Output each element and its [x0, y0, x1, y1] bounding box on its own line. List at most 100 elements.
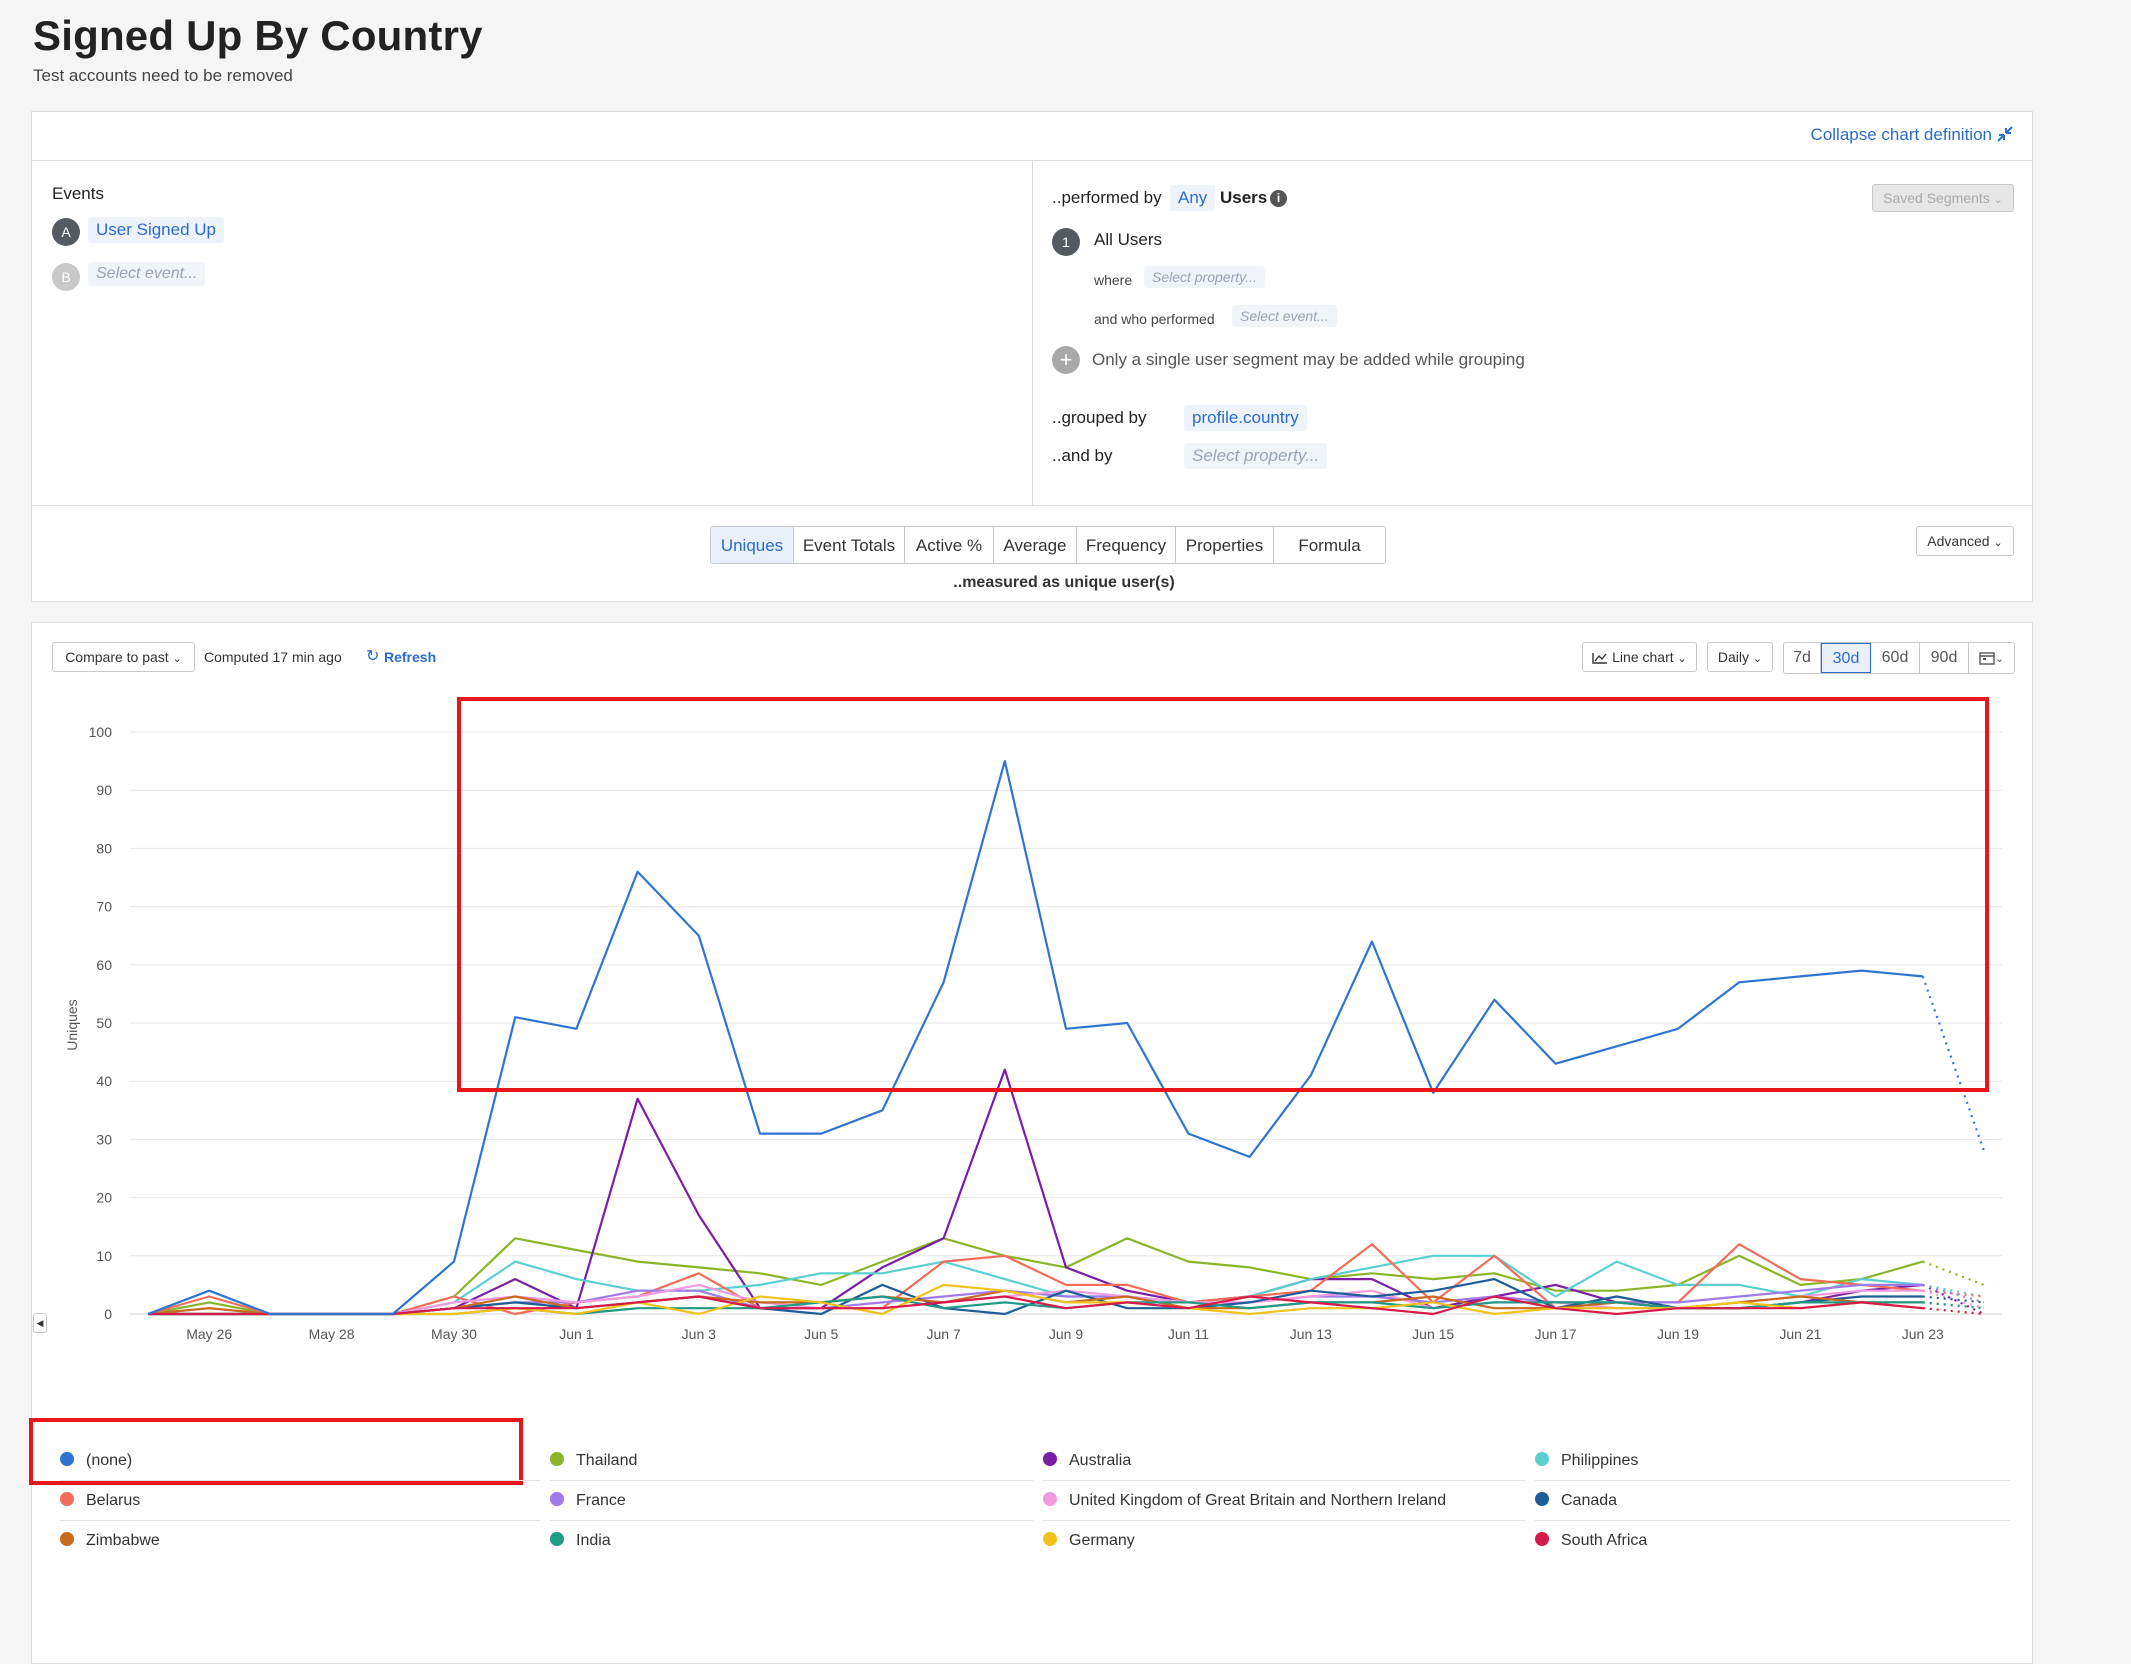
x-tick-label: Jun 1 [559, 1326, 593, 1342]
legend-label: United Kingdom of Great Britain and Nort… [1069, 1492, 1447, 1509]
y-tick-label: 60 [96, 957, 112, 973]
series-line [148, 1283, 1923, 1316]
legend-item[interactable]: Zimbabwe [60, 1521, 540, 1561]
tab-formula[interactable]: Formula [1298, 536, 1361, 555]
grouped-by-label: ..grouped by [1052, 408, 1147, 427]
x-tick-label: Jun 15 [1412, 1326, 1454, 1342]
legend-item[interactable]: United Kingdom of Great Britain and Nort… [1043, 1481, 1525, 1521]
legend-item[interactable]: India [550, 1521, 1033, 1561]
x-axis-ticks: May 26 May 28 May 30 Jun 1 Jun 3 Jun 5 Jun 7 Ju… [186, 1326, 1944, 1342]
interval-dropdown[interactable]: Daily ⌄ [1707, 642, 1773, 672]
legend-label: Australia [1069, 1452, 1132, 1469]
series-partial-line [1922, 1289, 1985, 1310]
chart-highlight-box [457, 697, 1989, 1092]
measure-tabs: Uniques Event Totals Active % Average Fr… [710, 526, 1386, 564]
where-property-selector[interactable]: Select property... [1144, 266, 1265, 288]
legend-item[interactable]: (none) [60, 1441, 540, 1481]
chart-panel: Compare to past ⌄ Computed 17 min ago ↻ … [31, 622, 2033, 1664]
measured-as-label: ..measured as unique user(s) [953, 574, 1175, 591]
y-tick-label: 30 [96, 1131, 112, 1147]
series-partial-line [1922, 1283, 1985, 1315]
legend-color-dot [1535, 1492, 1549, 1507]
collapse-chart-definition-link[interactable]: Collapse chart definition [1810, 125, 1992, 144]
legend-color-dot [60, 1492, 74, 1507]
x-tick-label: Jun 9 [1049, 1326, 1083, 1342]
y-tick-label: 40 [96, 1073, 112, 1089]
y-tick-label: 100 [89, 724, 113, 740]
x-tick-label: Jun 13 [1290, 1326, 1332, 1342]
and-by-selector[interactable]: Select property... [1184, 443, 1328, 469]
y-tick-label: 0 [104, 1306, 112, 1322]
refresh-link[interactable]: Refresh [384, 649, 437, 665]
calendar-dropdown[interactable]: ⌄ [1969, 643, 2014, 673]
series-partial-line [1922, 1301, 1985, 1310]
where-label: where [1094, 272, 1133, 288]
advanced-button[interactable]: Advanced ⌄ [1916, 526, 2014, 556]
scroll-left-handle[interactable]: ◀ [33, 1313, 47, 1333]
x-tick-label: Jun 3 [682, 1326, 716, 1342]
legend-label: Germany [1069, 1532, 1135, 1549]
events-section: Events A User Signed Up B Select event..… [32, 160, 1033, 505]
x-tick-label: May 30 [431, 1326, 477, 1342]
line-chart-icon [1592, 653, 1608, 664]
refresh-icon[interactable]: ↻ [366, 648, 380, 665]
tab-average[interactable]: Average [994, 527, 1077, 563]
x-tick-label: Jun 11 [1168, 1326, 1209, 1342]
saved-segments-button[interactable]: Saved Segments ⌄ [1872, 184, 2014, 212]
grouped-by-selector[interactable]: profile.country [1184, 405, 1307, 431]
segment-label[interactable]: All Users [1094, 230, 1163, 249]
info-icon[interactable]: i [1270, 190, 1287, 207]
legend-item[interactable]: Germany [1043, 1521, 1525, 1561]
who-performed-event-selector[interactable]: Select event... [1232, 305, 1337, 327]
legend-color-dot [1535, 1452, 1549, 1467]
tab-event-totals[interactable]: Event Totals [794, 527, 905, 563]
legend-label: Zimbabwe [86, 1532, 160, 1549]
y-tick-label: 20 [96, 1190, 112, 1206]
line-chart: 0 10 20 30 40 50 60 70 80 90 100 May 26 May 28 May 3… [64, 724, 2002, 1342]
tab-uniques[interactable]: Uniques [711, 527, 794, 563]
event-a-selector[interactable]: User Signed Up [88, 217, 225, 243]
range-90d[interactable]: 90d [1920, 643, 1969, 673]
legend-item[interactable]: France [550, 1481, 1033, 1521]
x-tick-label: Jun 21 [1779, 1326, 1821, 1342]
segment-number-badge: 1 [1052, 228, 1080, 256]
add-segment-icon[interactable]: + [1052, 346, 1080, 374]
event-b-selector[interactable]: Select event... [88, 262, 206, 286]
legend-label: Belarus [86, 1492, 141, 1509]
legend-label: (none) [86, 1452, 133, 1469]
legend-color-dot [550, 1532, 564, 1547]
legend-item[interactable]: Australia [1043, 1441, 1525, 1481]
legend-label: India [576, 1532, 611, 1549]
legend-color-dot [60, 1452, 74, 1467]
y-tick-label: 90 [96, 782, 112, 798]
collapse-icon[interactable] [1996, 125, 2014, 143]
series-partial-line [1921, 976, 1986, 1152]
chart-definition-panel: Collapse chart definition Events A User … [31, 111, 2033, 602]
performed-by-selector[interactable]: Any [1170, 185, 1216, 211]
page-title: Signed Up By Country [33, 12, 483, 59]
range-30d[interactable]: 30d [1821, 643, 1871, 673]
legend-item[interactable]: Philippines [1535, 1441, 2010, 1481]
events-heading: Events [52, 184, 104, 203]
tab-properties[interactable]: Properties [1176, 527, 1274, 563]
x-tick-label: May 28 [309, 1326, 355, 1342]
compare-to-past-button[interactable]: Compare to past ⌄ [52, 642, 195, 672]
computed-time-label: Computed 17 min ago [204, 649, 342, 665]
y-axis-ticks: 0 10 20 30 40 50 60 70 80 90 100 [89, 724, 113, 1322]
series-partial-line [1922, 1283, 1985, 1298]
tab-active-percent[interactable]: Active % [905, 527, 994, 563]
legend-item[interactable]: Thailand [550, 1441, 1033, 1481]
date-range-group: 7d 30d 60d 90d ⌄ [1783, 642, 2015, 674]
chart-type-dropdown[interactable]: Line chart ⌄ [1582, 642, 1697, 672]
performed-by-label: ..performed by [1052, 188, 1162, 207]
range-7d[interactable]: 7d [1784, 643, 1821, 673]
legend-label: South Africa [1561, 1532, 1648, 1549]
legend-color-dot [1535, 1532, 1549, 1547]
series-partial-line [1922, 1289, 1985, 1298]
series-partial-line [1922, 1260, 1985, 1286]
legend-item[interactable]: Canada [1535, 1481, 2010, 1521]
legend-item[interactable]: South Africa [1535, 1521, 2010, 1561]
legend-item[interactable]: Belarus [60, 1481, 540, 1521]
range-60d[interactable]: 60d [1871, 643, 1920, 673]
tab-frequency[interactable]: Frequency [1077, 527, 1176, 563]
